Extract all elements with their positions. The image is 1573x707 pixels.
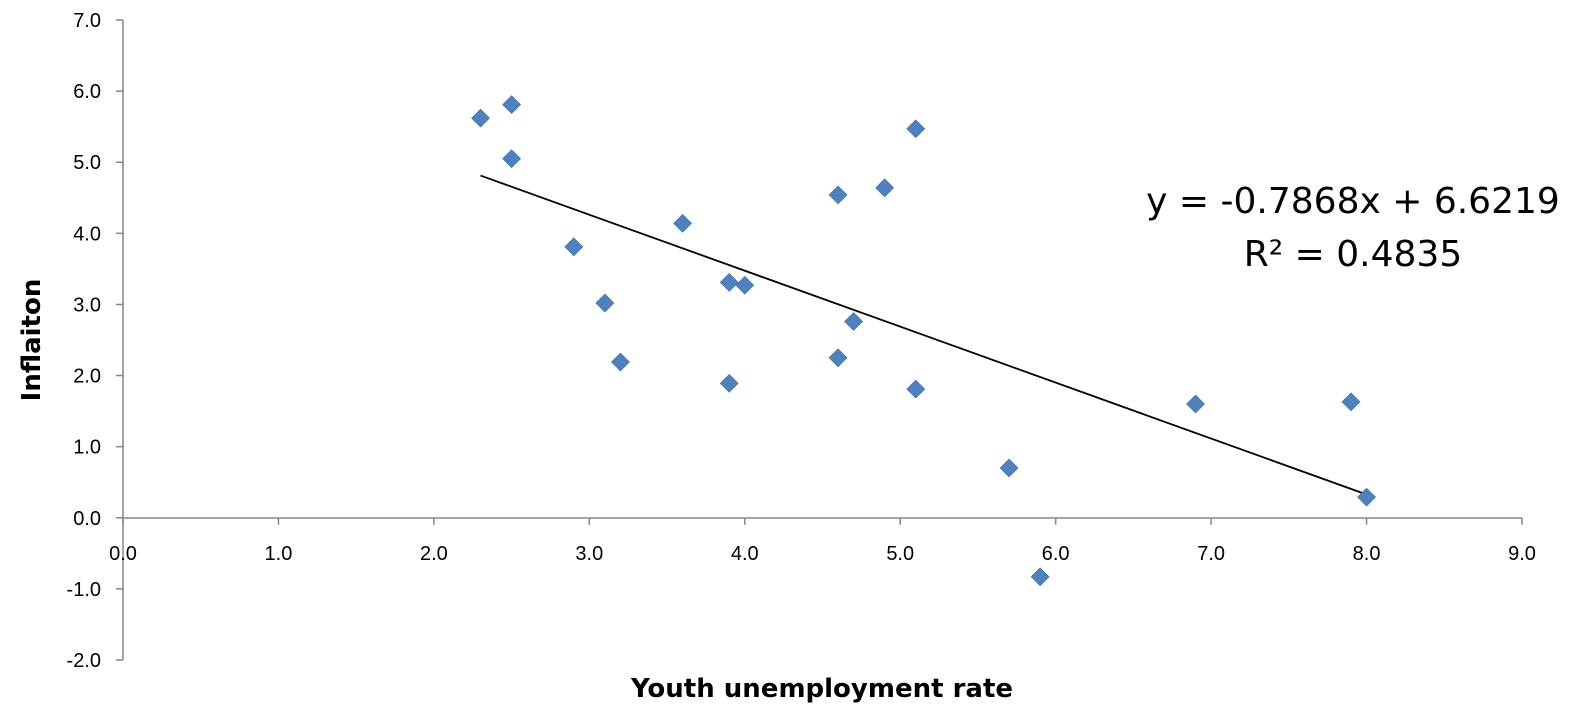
- y-tick-label: 6.0: [73, 81, 101, 103]
- x-tick-label: 1.0: [265, 543, 293, 565]
- data-points: [471, 95, 1376, 587]
- y-tick-label: 7.0: [73, 10, 101, 32]
- data-point: [502, 95, 522, 115]
- x-tick-label: 5.0: [886, 543, 914, 565]
- x-tick-label: 0.0: [109, 543, 137, 565]
- data-point: [610, 352, 630, 372]
- trendline: [480, 174, 1367, 496]
- x-tick-label: 9.0: [1508, 543, 1536, 565]
- data-point: [999, 458, 1019, 478]
- y-tick-label: 3.0: [73, 294, 101, 316]
- r-squared-label: R² = 0.4835: [1244, 234, 1462, 275]
- y-ticks: -2.0 -1.0 0.0 1.0 2.0 3.0 4.0 5.0 6.0 7.0: [67, 10, 123, 672]
- data-point: [735, 275, 755, 295]
- trendline-group: [480, 174, 1367, 496]
- x-tick-label: 6.0: [1042, 543, 1070, 565]
- x-tick-label: 8.0: [1353, 543, 1381, 565]
- y-tick-label: 0.0: [73, 508, 101, 530]
- data-point: [906, 119, 926, 139]
- data-point: [673, 213, 693, 233]
- data-point: [471, 108, 490, 128]
- x-axis-title: Youth unemployment rate: [630, 674, 1013, 704]
- data-point: [1030, 567, 1050, 587]
- y-tick-label: 5.0: [73, 152, 101, 174]
- data-point: [1357, 487, 1376, 507]
- x-tick-label: 3.0: [575, 543, 603, 565]
- x-tick-label: 2.0: [420, 543, 448, 565]
- data-point: [1341, 392, 1361, 412]
- data-point: [595, 293, 615, 313]
- trendline-equation: y = -0.7868x + 6.6219: [1146, 181, 1560, 222]
- data-point: [828, 348, 848, 368]
- axes: [122, 20, 1522, 660]
- data-point: [1186, 394, 1205, 414]
- y-tick-label: -1.0: [67, 579, 101, 601]
- data-point: [719, 272, 739, 292]
- data-point: [828, 185, 848, 205]
- data-point: [875, 178, 895, 198]
- data-point: [844, 312, 864, 331]
- y-tick-label: 1.0: [73, 437, 101, 459]
- x-ticks: 0.0 1.0 2.0 3.0 4.0 5.0 6.0 7.0 8.0 9.0: [109, 517, 1536, 565]
- data-point: [906, 379, 926, 399]
- data-point: [719, 373, 739, 393]
- x-tick-label: 4.0: [731, 543, 759, 565]
- y-tick-label: 2.0: [73, 366, 101, 388]
- y-tick-label: -2.0: [67, 650, 101, 672]
- y-axis-title: Inflaiton: [17, 279, 47, 402]
- y-tick-label: 4.0: [73, 223, 101, 245]
- x-tick-label: 7.0: [1197, 543, 1225, 565]
- data-point: [564, 237, 584, 257]
- data-point: [502, 149, 522, 169]
